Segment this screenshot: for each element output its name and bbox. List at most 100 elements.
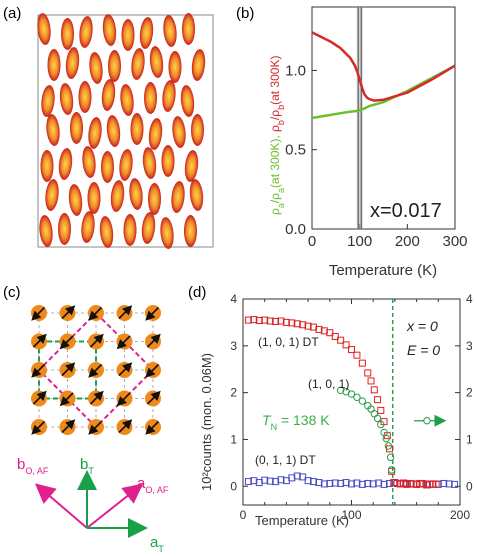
data-point — [320, 480, 328, 488]
domain-ellipse — [130, 113, 144, 145]
spin-arrow — [61, 305, 76, 320]
spin-arrow — [116, 335, 131, 350]
data-point — [282, 318, 290, 326]
spin-arrow — [88, 306, 103, 321]
data-point — [445, 480, 453, 488]
y-tick-label-right: 4 — [466, 292, 473, 306]
spin-arrow — [145, 306, 160, 321]
data-point — [293, 320, 301, 328]
domain-ellipse — [39, 215, 53, 247]
panel-b-series — [311, 31, 456, 120]
data-point — [367, 377, 375, 385]
data-point — [266, 477, 274, 485]
domain-ellipse — [59, 83, 74, 115]
data-point — [353, 393, 361, 402]
domain-ellipse — [65, 47, 80, 79]
data-point — [370, 410, 378, 418]
domain-ellipse — [171, 181, 185, 213]
y-tick-label-right: 0 — [466, 479, 473, 493]
y-tick-label: 1.0 — [285, 62, 306, 79]
domain-ellipse — [119, 149, 133, 181]
data-point — [385, 479, 393, 487]
spin-arrow — [145, 363, 160, 378]
domain-ellipse — [37, 13, 51, 45]
data-point — [336, 386, 345, 394]
series-label-011-dt: (0, 1, 1) DT — [255, 453, 316, 467]
data-point — [288, 474, 296, 482]
data-point — [304, 477, 312, 485]
data-point — [353, 479, 361, 487]
x-tick-label: 100 — [347, 233, 372, 250]
domain-ellipse — [162, 80, 176, 112]
panel-b-xlabel: Temperature (K) — [329, 262, 437, 279]
domain-ellipse — [70, 112, 83, 144]
data-point — [342, 341, 350, 349]
y-tick-label-left: 2 — [230, 386, 237, 400]
data-point — [304, 322, 312, 330]
spin-arrow — [89, 333, 104, 348]
data-point — [337, 336, 345, 344]
data-point — [277, 476, 285, 484]
panel-b-annotation: x=0.017 — [370, 200, 442, 222]
data-point — [331, 479, 339, 487]
data-point — [277, 317, 285, 325]
ylabel-part: b — [276, 105, 286, 110]
ylabel-part: b — [276, 120, 286, 125]
data-point — [326, 329, 334, 337]
domain-ellipse — [123, 214, 137, 246]
spin-arrow — [32, 390, 47, 405]
domain-ellipse — [172, 116, 186, 148]
data-point — [250, 477, 258, 485]
spin-arrow — [61, 419, 76, 434]
data-point — [377, 406, 385, 414]
domain-ellipse — [101, 151, 114, 183]
panel-a-frame — [37, 14, 214, 248]
spin-arrow — [31, 306, 46, 321]
series-line-0 — [311, 64, 456, 120]
domain-ellipse — [148, 118, 163, 150]
spin-arrow — [89, 390, 104, 405]
domain-ellipse — [144, 82, 157, 114]
domain-ellipse — [45, 179, 59, 211]
ylabel-part: /ρ — [268, 110, 282, 120]
a-oaf-arrow — [86, 483, 144, 529]
domain-ellipse — [141, 212, 156, 244]
domain-ellipse — [110, 180, 125, 212]
data-point — [315, 325, 323, 333]
data-point — [358, 397, 367, 405]
data-point — [380, 480, 388, 488]
spin-arrow — [61, 362, 76, 377]
data-point — [261, 316, 269, 324]
data-point — [386, 453, 395, 461]
data-point — [244, 316, 252, 324]
spin-arrow — [88, 363, 103, 378]
data-point — [315, 479, 323, 487]
domain-ellipse — [160, 217, 174, 249]
y-tick-label-left: 4 — [230, 292, 237, 306]
panel-c: bO, AF bT aO, AF aT — [17, 305, 169, 554]
domain-ellipse — [121, 19, 135, 51]
x-tick-label: 200 — [395, 233, 420, 250]
data-point — [272, 478, 280, 486]
data-point — [382, 434, 390, 443]
domain-ellipse — [149, 46, 164, 78]
data-point — [310, 478, 318, 486]
y-tick-label-left: 3 — [230, 339, 237, 353]
panel-d-ylabel: 10²counts (mon. 0.06M) — [199, 353, 214, 491]
data-point — [244, 478, 252, 486]
series-label-101: (1, 0, 1) — [308, 377, 349, 391]
data-point — [266, 317, 274, 325]
data-point — [358, 359, 366, 367]
domain-ellipse — [82, 146, 96, 178]
x-tick-label: 0 — [240, 508, 247, 522]
domain-ellipse — [168, 51, 182, 83]
b-oaf-arrow — [34, 483, 88, 529]
spin-arrow — [146, 390, 161, 405]
x-label: x = 0 — [406, 318, 438, 334]
panel-d-series — [244, 316, 459, 489]
data-point — [299, 321, 307, 329]
domain-ellipse — [79, 16, 93, 48]
domain-ellipse — [47, 49, 61, 81]
